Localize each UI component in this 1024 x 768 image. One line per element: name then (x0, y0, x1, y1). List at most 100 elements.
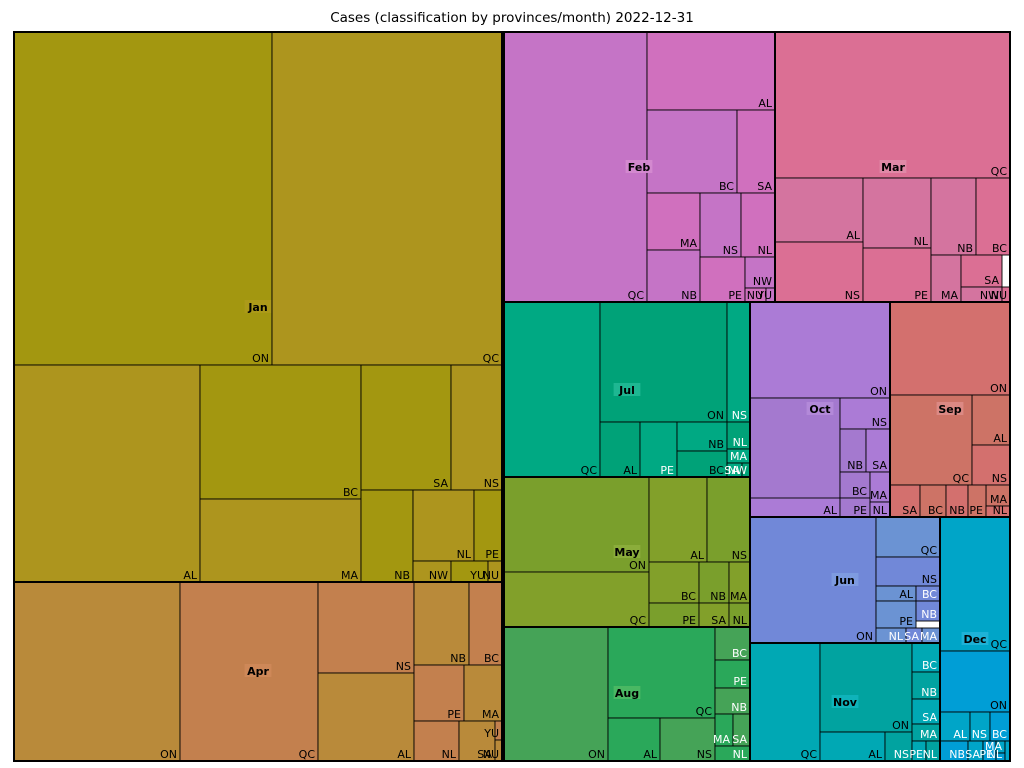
tile-apr-al (317, 672, 415, 762)
tile-label-apr-on: ON (160, 748, 177, 761)
tile-label-sep-ma: MA (990, 493, 1007, 506)
month-label-bg-mar (879, 160, 907, 173)
tile-jan-sa (360, 364, 452, 491)
tile-label-nov-nb: NB (921, 686, 937, 699)
tile-mar-pe (862, 247, 932, 303)
tile-label-jul-qc: QC (581, 464, 598, 477)
tile-label-mar-pe: PE (914, 289, 928, 302)
tile-label-jul-on: ON (707, 409, 724, 422)
tile-label-aug-on: ON (588, 748, 605, 761)
tile-label-aug-pe: PE (733, 675, 747, 688)
tile-label-oct-pe: PE (853, 504, 867, 517)
tile-apr-on (13, 581, 181, 762)
tile-jul-al (599, 421, 641, 478)
tile-nov-on (819, 642, 913, 733)
tile-label-nov-sa: SA (922, 711, 937, 724)
tile-label-feb-ns: NS (723, 244, 738, 257)
tile-apr-ma (463, 664, 503, 722)
tile-label-jun-nl: NL (889, 630, 904, 643)
month-label-bg-dec (961, 632, 989, 645)
tile-label-may-nb: NB (710, 590, 726, 603)
month-group-apr: ON QC NS AL NB BC PE MA NL SA YU NU (13, 581, 503, 762)
month-label-bg-jan (244, 300, 272, 313)
tile-label-may-al: AL (690, 549, 705, 562)
tile-jul-on (599, 301, 728, 423)
tile-label-jan-yu: YU (469, 569, 485, 582)
month-label-dec: Dec (963, 633, 986, 646)
tile-label-mar-nu: NU (991, 289, 1007, 302)
tile-nov-qc (749, 642, 821, 762)
tile-label-apr-ns: NS (396, 660, 411, 673)
tile-label-may-nl: NL (733, 614, 748, 627)
tile-label-jan-qc: QC (483, 352, 500, 365)
month-label-bg-oct (806, 402, 834, 415)
tile-mar-nb (930, 177, 977, 256)
tile-label-dec-nl: NL (988, 748, 1003, 761)
tile-jan-on (13, 31, 273, 366)
tile-label-oct-on: ON (870, 385, 887, 398)
tile-jul-pe (639, 421, 678, 478)
tile-label-dec-nb: NB (949, 748, 965, 761)
tile-jan-ma (199, 498, 362, 583)
tile-label-jul-nb: NB (708, 438, 724, 451)
month-label-may: May (614, 546, 639, 559)
month-border-apr (13, 581, 503, 762)
month-label-sep: Sep (938, 403, 961, 416)
tile-label-aug-ns: NS (697, 748, 712, 761)
tile-label-dec-bc: BC (992, 728, 1007, 741)
month-group-oct: ONQCNSNBSABCMAALPENL (749, 301, 891, 518)
tile-label-apr-sa: SA (477, 748, 492, 761)
month-label-bg-aug (613, 686, 641, 699)
tile-label-feb-sa: SA (757, 180, 772, 193)
tile-label-jan-al: AL (183, 569, 198, 582)
tile-label-jan-ns: NS (484, 477, 499, 490)
month-group-may: ON QC AL NS BC NB MA PE SA NL (503, 476, 751, 628)
tile-label-jun-ma: MA (920, 630, 937, 643)
tile-label-apr-bc: BC (484, 652, 499, 665)
tile-label-apr-nl: NL (442, 748, 457, 761)
tile-feb-nb (646, 249, 701, 303)
tile-label-jan-nl: NL (457, 548, 472, 561)
tile-mar-ma (930, 254, 962, 303)
tile-feb-ns (699, 192, 742, 258)
tile-label-nov-pe: PE (909, 748, 923, 761)
month-label-feb: Feb (628, 161, 651, 174)
month-label-bg-apr (244, 664, 272, 677)
tile-label-oct-ns: NS (872, 416, 887, 429)
tile-label-dec-on: ON (990, 699, 1007, 712)
tile-label-jun-qc: QC (921, 544, 938, 557)
tile-jan-al (13, 364, 201, 583)
tile-dec-on (939, 650, 1011, 713)
tile-label-apr-yu: YU (483, 727, 499, 740)
tile-may-bc (648, 561, 700, 604)
tile-feb-pe (699, 256, 746, 303)
tile-aug-on (503, 626, 609, 762)
tile-label-feb-ma: MA (680, 237, 697, 250)
month-label-bg-jul (613, 383, 641, 396)
month-border-dec (939, 516, 1011, 762)
tile-label-nov-al: AL (868, 748, 883, 761)
tile-label-may-bc: BC (681, 590, 696, 603)
tile-label-sep-on: ON (990, 382, 1007, 395)
tile-label-aug-sa: SA (732, 733, 747, 746)
tile-label-sep-nl: NL (993, 504, 1008, 517)
tile-label-jul-ma: MA (730, 450, 747, 463)
tile-label-jun-on: ON (856, 630, 873, 643)
tile-apr-pe (413, 664, 465, 722)
tile-label-nov-bc: BC (922, 659, 937, 672)
tile-label-jun-pe: PE (899, 615, 913, 628)
month-group-aug: ON QC AL NS BC PE NB MA SA NL (503, 626, 751, 762)
month-label-apr: Apr (247, 665, 269, 678)
month-label-oct: Oct (809, 403, 830, 416)
tile-label-aug-ma: MA (713, 733, 730, 746)
tile-label-jan-nu: NU (483, 569, 499, 582)
tile-feb-qc (503, 31, 648, 303)
tile-label-feb-qc: QC (628, 289, 645, 302)
tile-jun-ns (875, 556, 941, 587)
tile-label-aug-al: AL (643, 748, 658, 761)
tile-label-aug-nb: NB (731, 701, 747, 714)
tile-label-nov-nl: NL (923, 748, 938, 761)
month-label-bg-jun (831, 573, 859, 586)
